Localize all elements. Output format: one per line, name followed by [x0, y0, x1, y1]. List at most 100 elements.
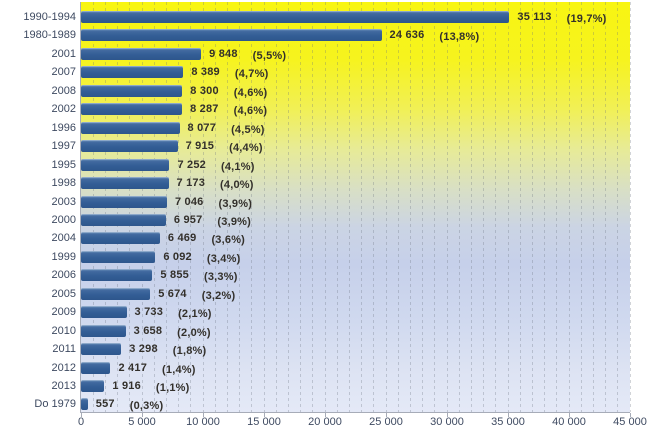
y-axis-label: 2010 [51, 324, 76, 337]
y-axis-line [80, 2, 81, 413]
bar-percent-label: (3,2%) [201, 289, 236, 302]
minor-gridline [568, 2, 570, 412]
bar-percent-label: (2,1%) [178, 308, 212, 321]
bar [81, 361, 111, 374]
minor-gridline [190, 2, 192, 412]
minor-gridline [422, 2, 424, 412]
bar-label-group: 7 252 (4,1%) [177, 158, 254, 173]
bar-percent-label: (3,4%) [206, 252, 241, 265]
x-axis-tick-label: 25 000 [369, 416, 403, 428]
bar-value-label: 35 113 [517, 11, 552, 23]
bar-value-label: 8 287 [190, 103, 219, 116]
minor-gridline [361, 2, 363, 412]
bar-label-group: 557 (0,3%) [95, 397, 164, 413]
bar-percent-label: (13,8%) [439, 31, 480, 44]
bar-percent-label: (0,3%) [129, 400, 164, 413]
bar-label-group: 3 298 (1,8%) [129, 342, 206, 357]
y-axis-label: 1998 [51, 177, 76, 190]
minor-gridline [580, 2, 582, 412]
bar-label-group: 35 113 (19,7%) [517, 10, 606, 25]
minor-gridline [300, 2, 302, 412]
x-axis-tick-label: 10 000 [186, 416, 220, 428]
bar-label-group: 3 658 (2,0%) [133, 324, 211, 339]
x-axis-tick [324, 413, 326, 417]
bar-label-group: 6 957 (3,9%) [173, 213, 251, 228]
bar [81, 324, 126, 337]
bar-label-group: 9 848 (5,5%) [209, 47, 287, 62]
bar [81, 84, 183, 97]
minor-gridline [495, 2, 497, 412]
minor-gridline [483, 2, 485, 412]
minor-gridline [629, 2, 631, 412]
bar-value-label: 3 658 [133, 324, 163, 337]
bar [81, 121, 180, 134]
y-axis-label: 2004 [51, 232, 76, 245]
bar [81, 250, 156, 263]
x-axis-tick-label: 5 000 [128, 416, 156, 428]
bar-label-group: 6 469 (3,6%) [168, 231, 245, 246]
minor-gridline [214, 2, 216, 412]
y-axis-label: 1995 [51, 158, 76, 171]
y-axis-label: 2006 [51, 269, 76, 282]
x-axis-tick [629, 413, 631, 417]
y-axis-label: Do 1979 [34, 398, 76, 411]
bar-value-label: 557 [95, 398, 115, 411]
x-axis-tick [80, 413, 82, 417]
x-axis-tick [202, 413, 204, 417]
y-axis-label: 2007 [51, 66, 76, 79]
bar [81, 29, 382, 42]
x-axis-tick [446, 413, 448, 417]
bar-value-label: 7 173 [176, 177, 206, 190]
bar-value-label: 7 046 [174, 195, 204, 208]
bar-label-group: 7 173 (4,0%) [176, 176, 254, 191]
bar-percent-label: (4,6%) [233, 86, 268, 99]
x-axis-line [80, 412, 630, 413]
minor-gridline [275, 2, 277, 412]
y-axis-label: 1999 [51, 250, 76, 263]
y-axis-label: 1997 [51, 140, 76, 153]
bar-label-group: 5 674 (3,2%) [158, 287, 236, 302]
x-axis-tick [507, 413, 509, 417]
bar [81, 66, 184, 79]
y-axis-label: 2011 [52, 343, 76, 356]
bar-label-group: 1 916 (1,1%) [112, 379, 189, 394]
bar-percent-label: (3,9%) [218, 197, 253, 210]
minor-gridline [592, 2, 594, 412]
bar-value-label: 6 092 [163, 250, 192, 263]
bar-label-group: 5 855 (3,3%) [160, 268, 237, 283]
minor-gridline [458, 2, 460, 412]
bar [81, 195, 167, 208]
minor-gridline [556, 2, 558, 412]
y-axis-label: 2005 [51, 287, 76, 300]
minor-gridline [348, 2, 350, 412]
y-axis-label: 2008 [51, 84, 76, 97]
x-axis-tick [141, 413, 143, 417]
bar-value-label: 9 848 [209, 47, 238, 60]
bar-value-label: 3 733 [134, 306, 164, 319]
bar-percent-label: (5,5%) [252, 49, 287, 62]
bar-value-label: 2 417 [118, 361, 148, 374]
minor-gridline [434, 2, 436, 412]
y-axis-label: 2003 [51, 195, 76, 208]
bar-label-group: 8 300 (4,6%) [190, 84, 268, 99]
bar-label-group: 3 733 (2,1%) [134, 305, 212, 321]
bar [81, 398, 88, 411]
bar-value-label: 24 636 [389, 29, 425, 42]
minor-gridline [446, 2, 448, 412]
x-axis-tick-label: 15 000 [247, 416, 281, 428]
bar-value-label: 8 300 [190, 84, 219, 97]
y-axis-label: 2002 [51, 103, 76, 116]
x-axis-tick [263, 413, 265, 417]
bar-value-label: 7 252 [177, 158, 206, 171]
minor-gridline [178, 2, 180, 412]
bar-label-group: 24 636 (13,8%) [389, 28, 480, 44]
bar [81, 213, 166, 226]
bar [81, 232, 160, 245]
y-axis-label: 1980-1989 [23, 29, 76, 42]
bar-label-group: 7 046 (3,9%) [174, 195, 253, 210]
bar-label-group: 2 417 (1,4%) [118, 361, 195, 376]
bar-value-label: 5 674 [158, 287, 187, 300]
bar-value-label: 6 957 [173, 213, 203, 226]
x-axis-tick-label: 20 000 [308, 416, 342, 428]
